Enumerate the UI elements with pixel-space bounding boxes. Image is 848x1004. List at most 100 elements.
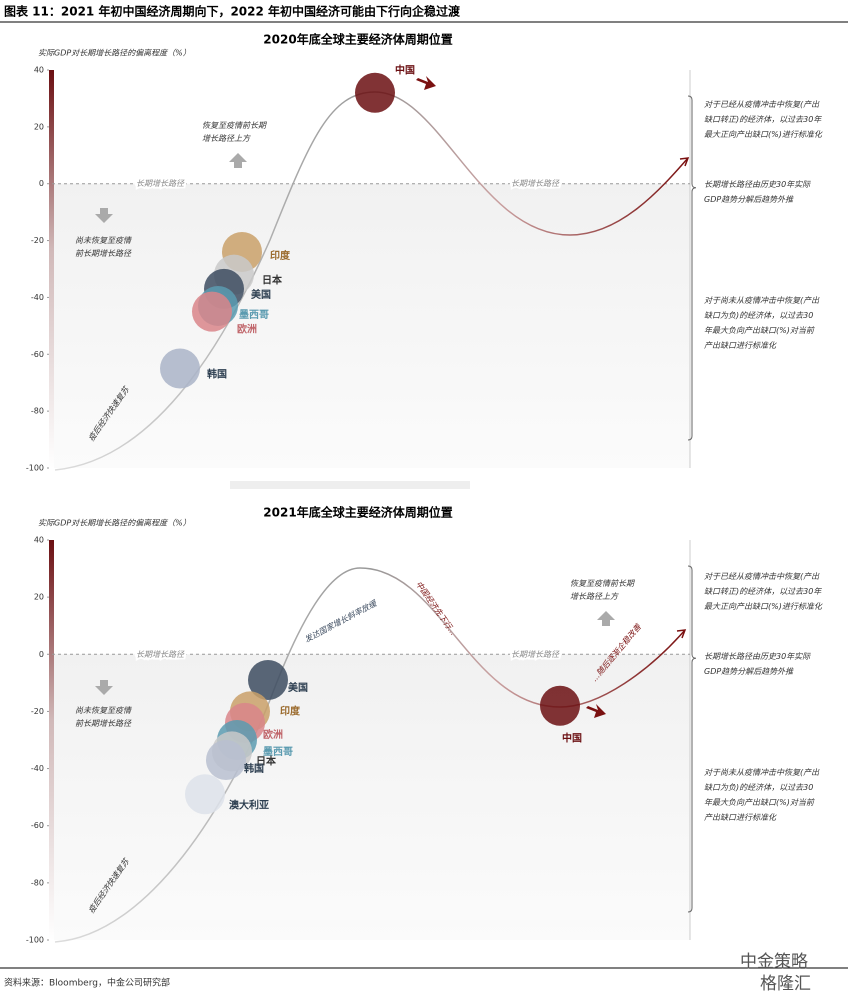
annotation-line: 增长路径上方 (202, 134, 251, 143)
y-axis-label: 实际GDP对长期增长路径的偏离程度（%） (38, 49, 191, 58)
curve-arrow (676, 629, 687, 639)
curve-arrow (679, 157, 690, 167)
note-line: 产出缺口进行标准化 (704, 341, 777, 350)
note-line: 缺口为负)的经济体，以过去30 (704, 311, 813, 320)
y-axis (49, 540, 54, 940)
note: 对于尚未从疫情冲击中恢复(产出缺口为负)的经济体，以过去30 年最大负向产出缺口(… (704, 768, 820, 822)
bubble-label: 印度 (280, 704, 301, 717)
y-tick-label: 40 (34, 66, 44, 75)
bubble (160, 348, 200, 389)
y-tick-label: -100 (26, 936, 44, 945)
note: 对于尚未从疫情冲击中恢复(产出缺口为负)的经济体，以过去30 年最大负向产出缺口(… (704, 296, 820, 350)
baseline-label: 长期增长路径 (511, 650, 560, 659)
annotation-line: 恢复至疫情前长期 (570, 579, 635, 588)
bubble-label: 韩国 (207, 368, 227, 381)
y-tick-label: -60 (31, 350, 44, 359)
bubble-label: 中国 (562, 732, 582, 745)
y-tick-label: -40 (31, 293, 44, 302)
y-tick-label: -80 (31, 878, 44, 887)
note-brace (687, 565, 697, 913)
note-line: 对于尚未从疫情冲击中恢复(产出 (704, 296, 820, 305)
bubble (248, 660, 288, 700)
bubble-label: 美国 (288, 681, 308, 694)
arrow (586, 704, 606, 718)
arrow (416, 76, 436, 90)
note-line: 产出缺口进行标准化 (704, 813, 777, 822)
annotation: 恢复至疫情前长期增长路径上方 (202, 121, 267, 143)
note-line: 缺口转正)的经济体，以过去30年 (704, 115, 822, 124)
figure-title: 图表 11：2021 年初中国经济周期向下，2022 年初中国经济可能由下行向企… (4, 4, 461, 19)
bubble-label: 欧洲 (263, 728, 283, 741)
annotation-line: 尚未恢复至疫情 (75, 706, 132, 715)
y-tick-label: 0 (39, 179, 44, 188)
bubble-label: 墨西哥 (239, 309, 269, 321)
bubble-label: 美国 (251, 288, 271, 301)
y-tick-label: 40 (34, 536, 44, 545)
y-tick-label: -100 (26, 464, 44, 473)
bubble-label: 日本 (262, 274, 283, 287)
note-line: 对于已经从疫情冲击中恢复(产出 (704, 572, 820, 581)
annotation: 恢复至疫情前长期增长路径上方 (570, 579, 635, 601)
bubble-label: 墨西哥 (263, 746, 293, 758)
note-line: 对于已经从疫情冲击中恢复(产出 (704, 100, 820, 109)
y-tick-label: -80 (31, 407, 44, 416)
bubble-label: 中国 (395, 64, 415, 77)
bubble (206, 740, 246, 780)
chart-title: 2020年底全球主要经济体周期位置 (263, 32, 452, 47)
annotation: 尚未恢复至疫情前长期增长路径 (75, 706, 132, 728)
separator (230, 481, 470, 489)
baseline-label: 长期增长路径 (511, 179, 560, 188)
y-tick-label: -20 (31, 236, 44, 245)
bubble (192, 291, 232, 332)
arrow (95, 208, 113, 223)
bubble-label: 印度 (270, 249, 291, 262)
y-tick-label: -20 (31, 707, 44, 716)
annotation: 中国经济先下行... (414, 579, 458, 636)
bubble (355, 72, 395, 113)
note-line: 最大正向产出缺口(%)进行标准化 (704, 130, 823, 139)
note-line: GDP趋势分解后趋势外推 (704, 195, 794, 204)
baseline-label: 长期增长路径 (136, 650, 185, 659)
arrow (597, 611, 615, 626)
annotation-line: 中国经济先下行... (414, 579, 458, 636)
annotation-line: 增长路径上方 (570, 592, 619, 601)
y-tick-label: 0 (39, 650, 44, 659)
source: 资料来源：Bloomberg，中金公司研究部 (4, 977, 170, 989)
bubble-label: 欧洲 (237, 323, 257, 336)
below-baseline-area (52, 654, 690, 940)
baseline-label: 长期增长路径 (136, 179, 185, 188)
note-line: 年最大负向产出缺口(%)对当前 (704, 326, 815, 335)
note-line: 长期增长路径由历史30年实际 (704, 180, 811, 189)
annotation-line: 尚未恢复至疫情 (75, 236, 132, 245)
arrow (229, 153, 247, 168)
watermark: 格隆汇 (760, 974, 811, 994)
chart-title: 2021年底全球主要经济体周期位置 (263, 505, 452, 520)
y-axis (49, 70, 54, 468)
note-line: 最大正向产出缺口(%)进行标准化 (704, 602, 823, 611)
annotation: 尚未恢复至疫情前长期增长路径 (75, 236, 132, 258)
note: 对于已经从疫情冲击中恢复(产出缺口转正)的经济体，以过去30年最大正向产出缺口(… (704, 572, 823, 611)
bubble (185, 774, 225, 815)
note: 长期增长路径由历史30年实际 GDP趋势分解后趋势外推 (704, 180, 811, 204)
y-tick-label: 20 (34, 122, 44, 131)
note-line: 对于尚未从疫情冲击中恢复(产出 (704, 768, 820, 777)
below-baseline-area (52, 183, 690, 468)
bubble-label: 韩国 (244, 762, 264, 775)
watermark: 中金策略 (740, 952, 808, 972)
note: 长期增长路径由历史30年实际 GDP趋势分解后趋势外推 (704, 652, 811, 676)
note-line: 缺口转正)的经济体，以过去30年 (704, 587, 822, 596)
bubble (540, 685, 580, 726)
bubble-label: 澳大利亚 (229, 798, 269, 811)
note-line: 长期增长路径由历史30年实际 (704, 652, 811, 661)
annotation-line: 前长期增长路径 (75, 249, 132, 258)
note: 对于已经从疫情冲击中恢复(产出缺口转正)的经济体，以过去30年最大正向产出缺口(… (704, 100, 823, 139)
note-line: 缺口为负)的经济体，以过去30 (704, 783, 813, 792)
y-tick-label: 20 (34, 593, 44, 602)
note-line: 年最大负向产出缺口(%)对当前 (704, 798, 815, 807)
y-axis-label: 实际GDP对长期增长路径的偏离程度（%） (38, 519, 191, 528)
y-tick-label: -40 (31, 764, 44, 773)
y-tick-label: -60 (31, 821, 44, 830)
